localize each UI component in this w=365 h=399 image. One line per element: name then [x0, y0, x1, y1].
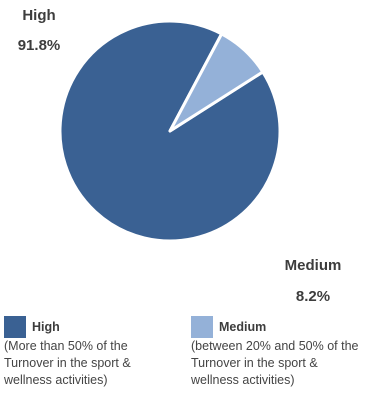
legend-label-medium: Medium: [219, 319, 267, 334]
legend-item-high: High (More than 50% of the Turnover in t…: [4, 316, 174, 389]
slice-label-medium-name: Medium: [284, 257, 342, 274]
slice-label-high-name: High: [22, 7, 56, 24]
pie-chart: [58, 19, 282, 243]
slice-label-high-percent: 91.8%: [17, 37, 61, 54]
slice-label-medium-percent: 8.2%: [295, 288, 331, 305]
legend-description-medium: (between 20% and 50% of the Turnover in …: [191, 339, 359, 387]
legend-description-high: (More than 50% of the Turnover in the sp…: [4, 339, 131, 387]
legend-swatch-high: [4, 316, 26, 338]
pie-slice-medium: [168, 32, 265, 133]
legend-label-high: High: [32, 319, 60, 334]
legend-item-medium: Medium (between 20% and 50% of the Turno…: [191, 316, 365, 389]
slice-label-medium: Medium 8.2%: [270, 256, 356, 307]
slice-label-high: High 91.8%: [6, 6, 72, 56]
legend-swatch-medium: [191, 316, 213, 338]
